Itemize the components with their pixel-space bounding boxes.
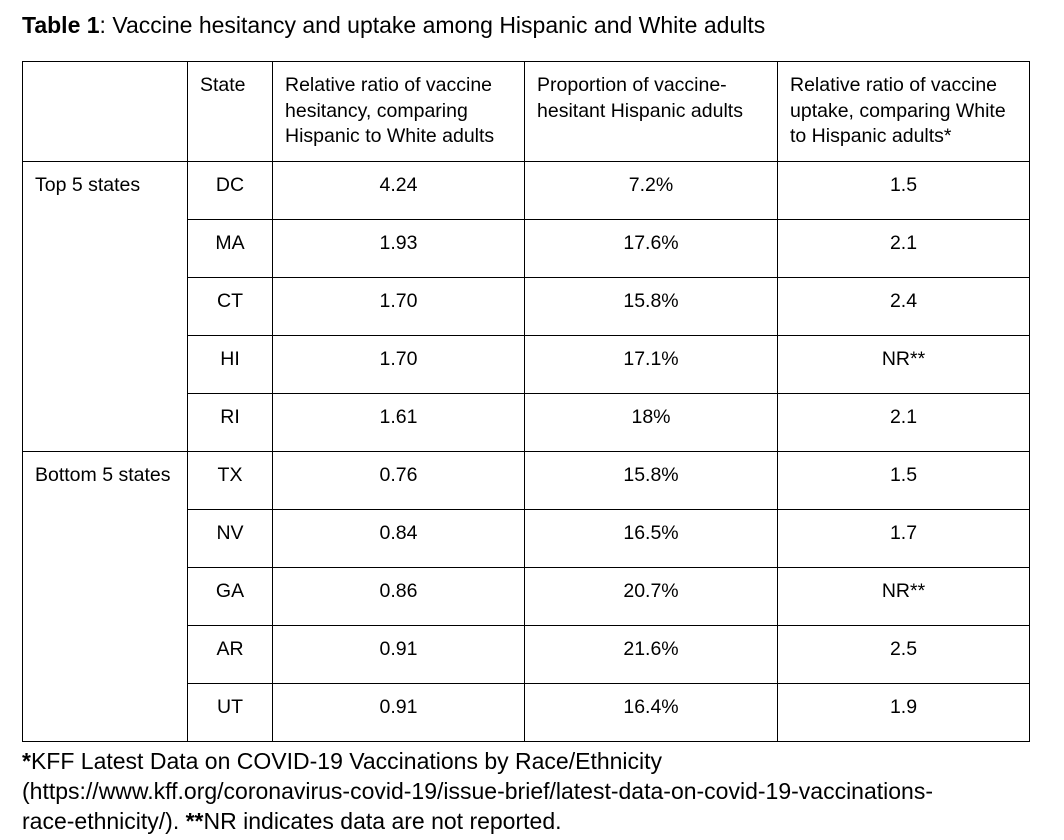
table-row: HI 1.70 17.1% NR** <box>23 335 1030 395</box>
hesitant-proportion-cell: 20.7% <box>524 567 778 627</box>
state-cell: HI <box>187 335 273 395</box>
footnote-line-1: *KFF Latest Data on COVID-19 Vaccination… <box>22 746 1042 776</box>
header-uptake-ratio: Relative ratio of vaccine uptake, compar… <box>777 60 1030 163</box>
header-row: State Relative ratio of vaccine hesitanc… <box>22 60 1030 163</box>
hesitancy-ratio-cell: 0.91 <box>272 625 525 685</box>
hesitancy-ratio-cell: 1.61 <box>272 393 525 453</box>
uptake-ratio-cell: 2.5 <box>777 625 1030 685</box>
uptake-ratio-cell: 1.7 <box>777 509 1030 569</box>
state-cell: UT <box>187 683 273 743</box>
hesitancy-ratio-cell: 0.76 <box>272 451 525 511</box>
hesitant-proportion-cell: 17.6% <box>524 219 778 279</box>
hesitancy-ratio-cell: 1.70 <box>272 335 525 395</box>
hesitant-proportion-cell: 18% <box>524 393 778 453</box>
uptake-ratio-cell: 1.5 <box>777 161 1030 221</box>
state-cell: RI <box>187 393 273 453</box>
uptake-ratio-cell: NR** <box>777 567 1030 627</box>
table-title-label: Table 1 <box>22 12 100 38</box>
footnote-source-text: KFF Latest Data on COVID-19 Vaccinations… <box>30 748 663 775</box>
hesitancy-ratio-cell: 0.91 <box>272 683 525 743</box>
header-group <box>22 60 188 163</box>
hesitancy-ratio-cell: 1.70 <box>272 277 525 337</box>
footnote: *KFF Latest Data on COVID-19 Vaccination… <box>22 746 1042 836</box>
hesitancy-ratio-cell: 0.84 <box>272 509 525 569</box>
hesitant-proportion-cell: 15.8% <box>524 451 778 511</box>
uptake-ratio-cell: 2.4 <box>777 277 1030 337</box>
table-row: GA 0.86 20.7% NR** <box>23 567 1030 627</box>
table-row: UT 0.91 16.4% 1.9 <box>23 683 1030 743</box>
hesitant-proportion-cell: 7.2% <box>524 161 778 221</box>
header-hesitant-proportion: Proportion of vaccine-hesitant Hispanic … <box>524 60 778 163</box>
state-cell: MA <box>187 219 273 279</box>
footnote-nr-text: NR indicates data are not reported. <box>203 808 562 835</box>
uptake-ratio-cell: 2.1 <box>777 219 1030 279</box>
vaccine-table: State Relative ratio of vaccine hesitanc… <box>22 60 1030 743</box>
table-row: RI 1.61 18% 2.1 <box>23 393 1030 453</box>
table-row: Bottom 5 states TX 0.76 15.8% 1.5 <box>22 451 1030 743</box>
state-cell: TX <box>187 451 273 511</box>
uptake-ratio-cell: 2.1 <box>777 393 1030 453</box>
state-cell: NV <box>187 509 273 569</box>
uptake-ratio-cell: 1.5 <box>777 451 1030 511</box>
footnote-url-text: (https://www.kff.org/coronavirus-covid-1… <box>22 778 934 805</box>
hesitancy-ratio-cell: 1.93 <box>272 219 525 279</box>
hesitant-proportion-cell: 17.1% <box>524 335 778 395</box>
table-row: NV 0.84 16.5% 1.7 <box>23 509 1030 569</box>
footnote-url-end: race-ethnicity/). <box>22 808 186 835</box>
table-row: AR 0.91 21.6% 2.5 <box>23 625 1030 685</box>
table-title: Table 1: Vaccine hesitancy and uptake am… <box>22 10 1042 40</box>
footnote-asterisk: * <box>22 748 31 775</box>
state-cell: DC <box>187 161 273 221</box>
header-hesitancy-ratio: Relative ratio of vaccine hesitancy, com… <box>272 60 525 163</box>
footnote-line-3: race-ethnicity/). **NR indicates data ar… <box>22 806 1042 836</box>
hesitancy-ratio-cell: 4.24 <box>272 161 525 221</box>
hesitant-proportion-cell: 21.6% <box>524 625 778 685</box>
uptake-ratio-cell: 1.9 <box>777 683 1030 743</box>
group-label-top5: Top 5 states <box>22 161 188 453</box>
footnote-line-2: (https://www.kff.org/coronavirus-covid-1… <box>22 776 1042 806</box>
uptake-ratio-cell: NR** <box>777 335 1030 395</box>
group-label-bottom5: Bottom 5 states <box>22 451 188 743</box>
hesitant-proportion-cell: 16.4% <box>524 683 778 743</box>
table-title-rest: : Vaccine hesitancy and uptake among His… <box>99 12 766 38</box>
hesitant-proportion-cell: 16.5% <box>524 509 778 569</box>
table-row: CT 1.70 15.8% 2.4 <box>23 277 1030 337</box>
table-row: Top 5 states DC 4.24 7.2% 1.5 <box>22 161 1030 453</box>
state-cell: CT <box>187 277 273 337</box>
hesitant-proportion-cell: 15.8% <box>524 277 778 337</box>
header-state: State <box>187 60 273 163</box>
footnote-double-asterisk: ** <box>185 808 204 835</box>
state-cell: AR <box>187 625 273 685</box>
table-row: MA 1.93 17.6% 2.1 <box>23 219 1030 279</box>
state-cell: GA <box>187 567 273 627</box>
hesitancy-ratio-cell: 0.86 <box>272 567 525 627</box>
